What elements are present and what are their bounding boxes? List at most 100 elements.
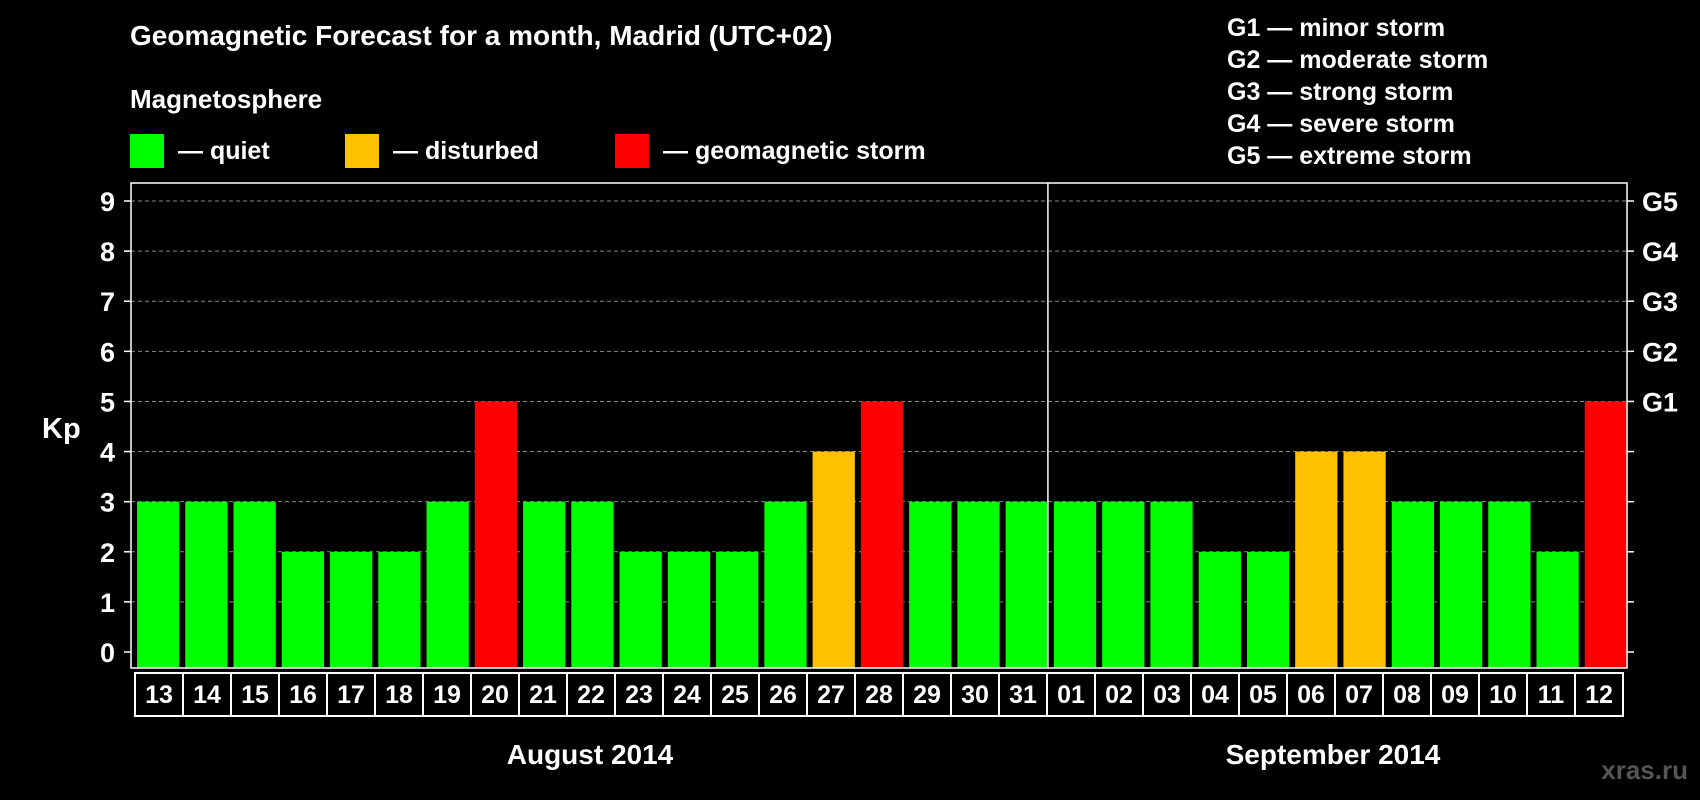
date-label-22: 22: [577, 681, 605, 709]
bar-25: [716, 551, 759, 668]
legend-swatch-disturbed: [345, 134, 379, 168]
bar-11: [1536, 551, 1579, 668]
month-label-august: August 2014: [507, 739, 674, 770]
y-tick-label-1: 1: [100, 588, 115, 618]
y-tick-label-9: 9: [100, 187, 115, 217]
storm-level-legend: G1 — minor storm G2 — moderate storm G3 …: [1227, 12, 1488, 172]
date-label-17: 17: [337, 681, 365, 709]
date-label-19: 19: [433, 681, 461, 709]
bar-24: [667, 551, 711, 668]
date-label-28: 28: [865, 681, 893, 709]
date-label-24: 24: [673, 681, 701, 709]
date-label-31: 31: [1009, 681, 1037, 709]
right-label-g2: G2: [1642, 337, 1678, 367]
date-label-02: 02: [1105, 681, 1133, 709]
legend-label-quiet: — quiet: [178, 136, 270, 165]
y-tick-label-5: 5: [100, 387, 115, 417]
date-label-21: 21: [529, 681, 557, 709]
date-label-04: 04: [1201, 681, 1229, 709]
bar-04: [1198, 551, 1241, 668]
chart-title: Geomagnetic Forecast for a month, Madrid…: [130, 20, 833, 51]
date-label-03: 03: [1153, 681, 1181, 709]
watermark: xras.ru: [1601, 755, 1688, 785]
legend-label-disturbed: — disturbed: [393, 136, 539, 165]
date-label-29: 29: [913, 681, 941, 709]
date-label-27: 27: [817, 681, 845, 709]
bar-17: [330, 551, 373, 668]
legend-item-storm: — geomagnetic storm: [615, 134, 926, 168]
bar-07: [1343, 451, 1386, 668]
bar-01: [1053, 501, 1097, 668]
date-label-06: 06: [1297, 681, 1325, 709]
bar-09: [1439, 501, 1483, 668]
date-label-09: 09: [1441, 681, 1469, 709]
bar-16: [281, 551, 325, 668]
legend-swatch-quiet: [130, 134, 164, 168]
bar-22: [571, 501, 614, 668]
date-label-25: 25: [721, 681, 749, 709]
date-label-01: 01: [1057, 681, 1085, 709]
date-label-26: 26: [769, 681, 797, 709]
bar-21: [523, 501, 566, 668]
bar-10: [1488, 501, 1531, 668]
date-label-23: 23: [625, 681, 653, 709]
bar-14: [185, 501, 228, 668]
magnetosphere-label: Magnetosphere: [130, 84, 323, 114]
legend-item-quiet: — quiet: [130, 134, 270, 168]
bar-05: [1246, 551, 1290, 668]
y-tick-label-6: 6: [100, 337, 115, 367]
legend-swatch-storm: [615, 134, 649, 168]
date-label-12: 12: [1585, 681, 1613, 709]
bar-30: [957, 501, 1000, 668]
date-label-05: 05: [1249, 681, 1277, 709]
bar-26: [764, 501, 807, 668]
right-label-g1: G1: [1642, 387, 1678, 417]
date-label-11: 11: [1538, 681, 1565, 709]
bar-13: [137, 501, 180, 668]
bar-18: [378, 551, 421, 668]
y-tick-label-8: 8: [100, 237, 115, 267]
storm-level-g4: G4 — severe storm: [1227, 110, 1455, 138]
bar-15: [233, 501, 276, 668]
bar-23: [619, 551, 662, 668]
right-label-g4: G4: [1642, 237, 1678, 267]
bar-27: [812, 451, 855, 668]
date-label-18: 18: [385, 681, 413, 709]
y-axis-label: Kp: [42, 413, 81, 445]
storm-level-g3: G3 — strong storm: [1227, 78, 1454, 106]
y-tick-label-4: 4: [100, 438, 115, 468]
date-label-20: 20: [481, 681, 509, 709]
y-tick-label-2: 2: [100, 538, 115, 568]
legend-item-disturbed: — disturbed: [345, 134, 539, 168]
storm-level-g5: G5 — extreme storm: [1227, 142, 1472, 170]
bar-28: [860, 401, 904, 668]
legend-label-storm: — geomagnetic storm: [663, 136, 926, 165]
date-label-14: 14: [193, 681, 221, 709]
plot-frame: [130, 182, 1628, 669]
month-label-september: September 2014: [1226, 739, 1441, 770]
bar-08: [1391, 501, 1434, 668]
bar-20: [474, 401, 518, 668]
date-label-16: 16: [289, 681, 317, 709]
date-label-13: 13: [145, 681, 173, 709]
y-tick-label-3: 3: [100, 488, 115, 518]
bar-19: [426, 501, 469, 668]
storm-level-g2: G2 — moderate storm: [1227, 46, 1489, 74]
bar-31: [1005, 501, 1048, 668]
date-label-30: 30: [961, 681, 989, 709]
bar-12: [1584, 401, 1627, 668]
date-label-08: 08: [1393, 681, 1421, 709]
bar-02: [1102, 501, 1145, 668]
y-tick-label-7: 7: [100, 287, 115, 317]
date-box-frame: [134, 672, 1624, 717]
bar-06: [1295, 451, 1338, 668]
right-label-g3: G3: [1642, 287, 1678, 317]
storm-level-g1: G1 — minor storm: [1227, 14, 1446, 42]
bar-03: [1150, 501, 1193, 668]
bar-29: [909, 501, 952, 668]
right-label-g5: G5: [1642, 187, 1678, 217]
date-label-15: 15: [241, 681, 269, 709]
y-tick-label-0: 0: [100, 638, 115, 668]
date-label-10: 10: [1489, 681, 1517, 709]
